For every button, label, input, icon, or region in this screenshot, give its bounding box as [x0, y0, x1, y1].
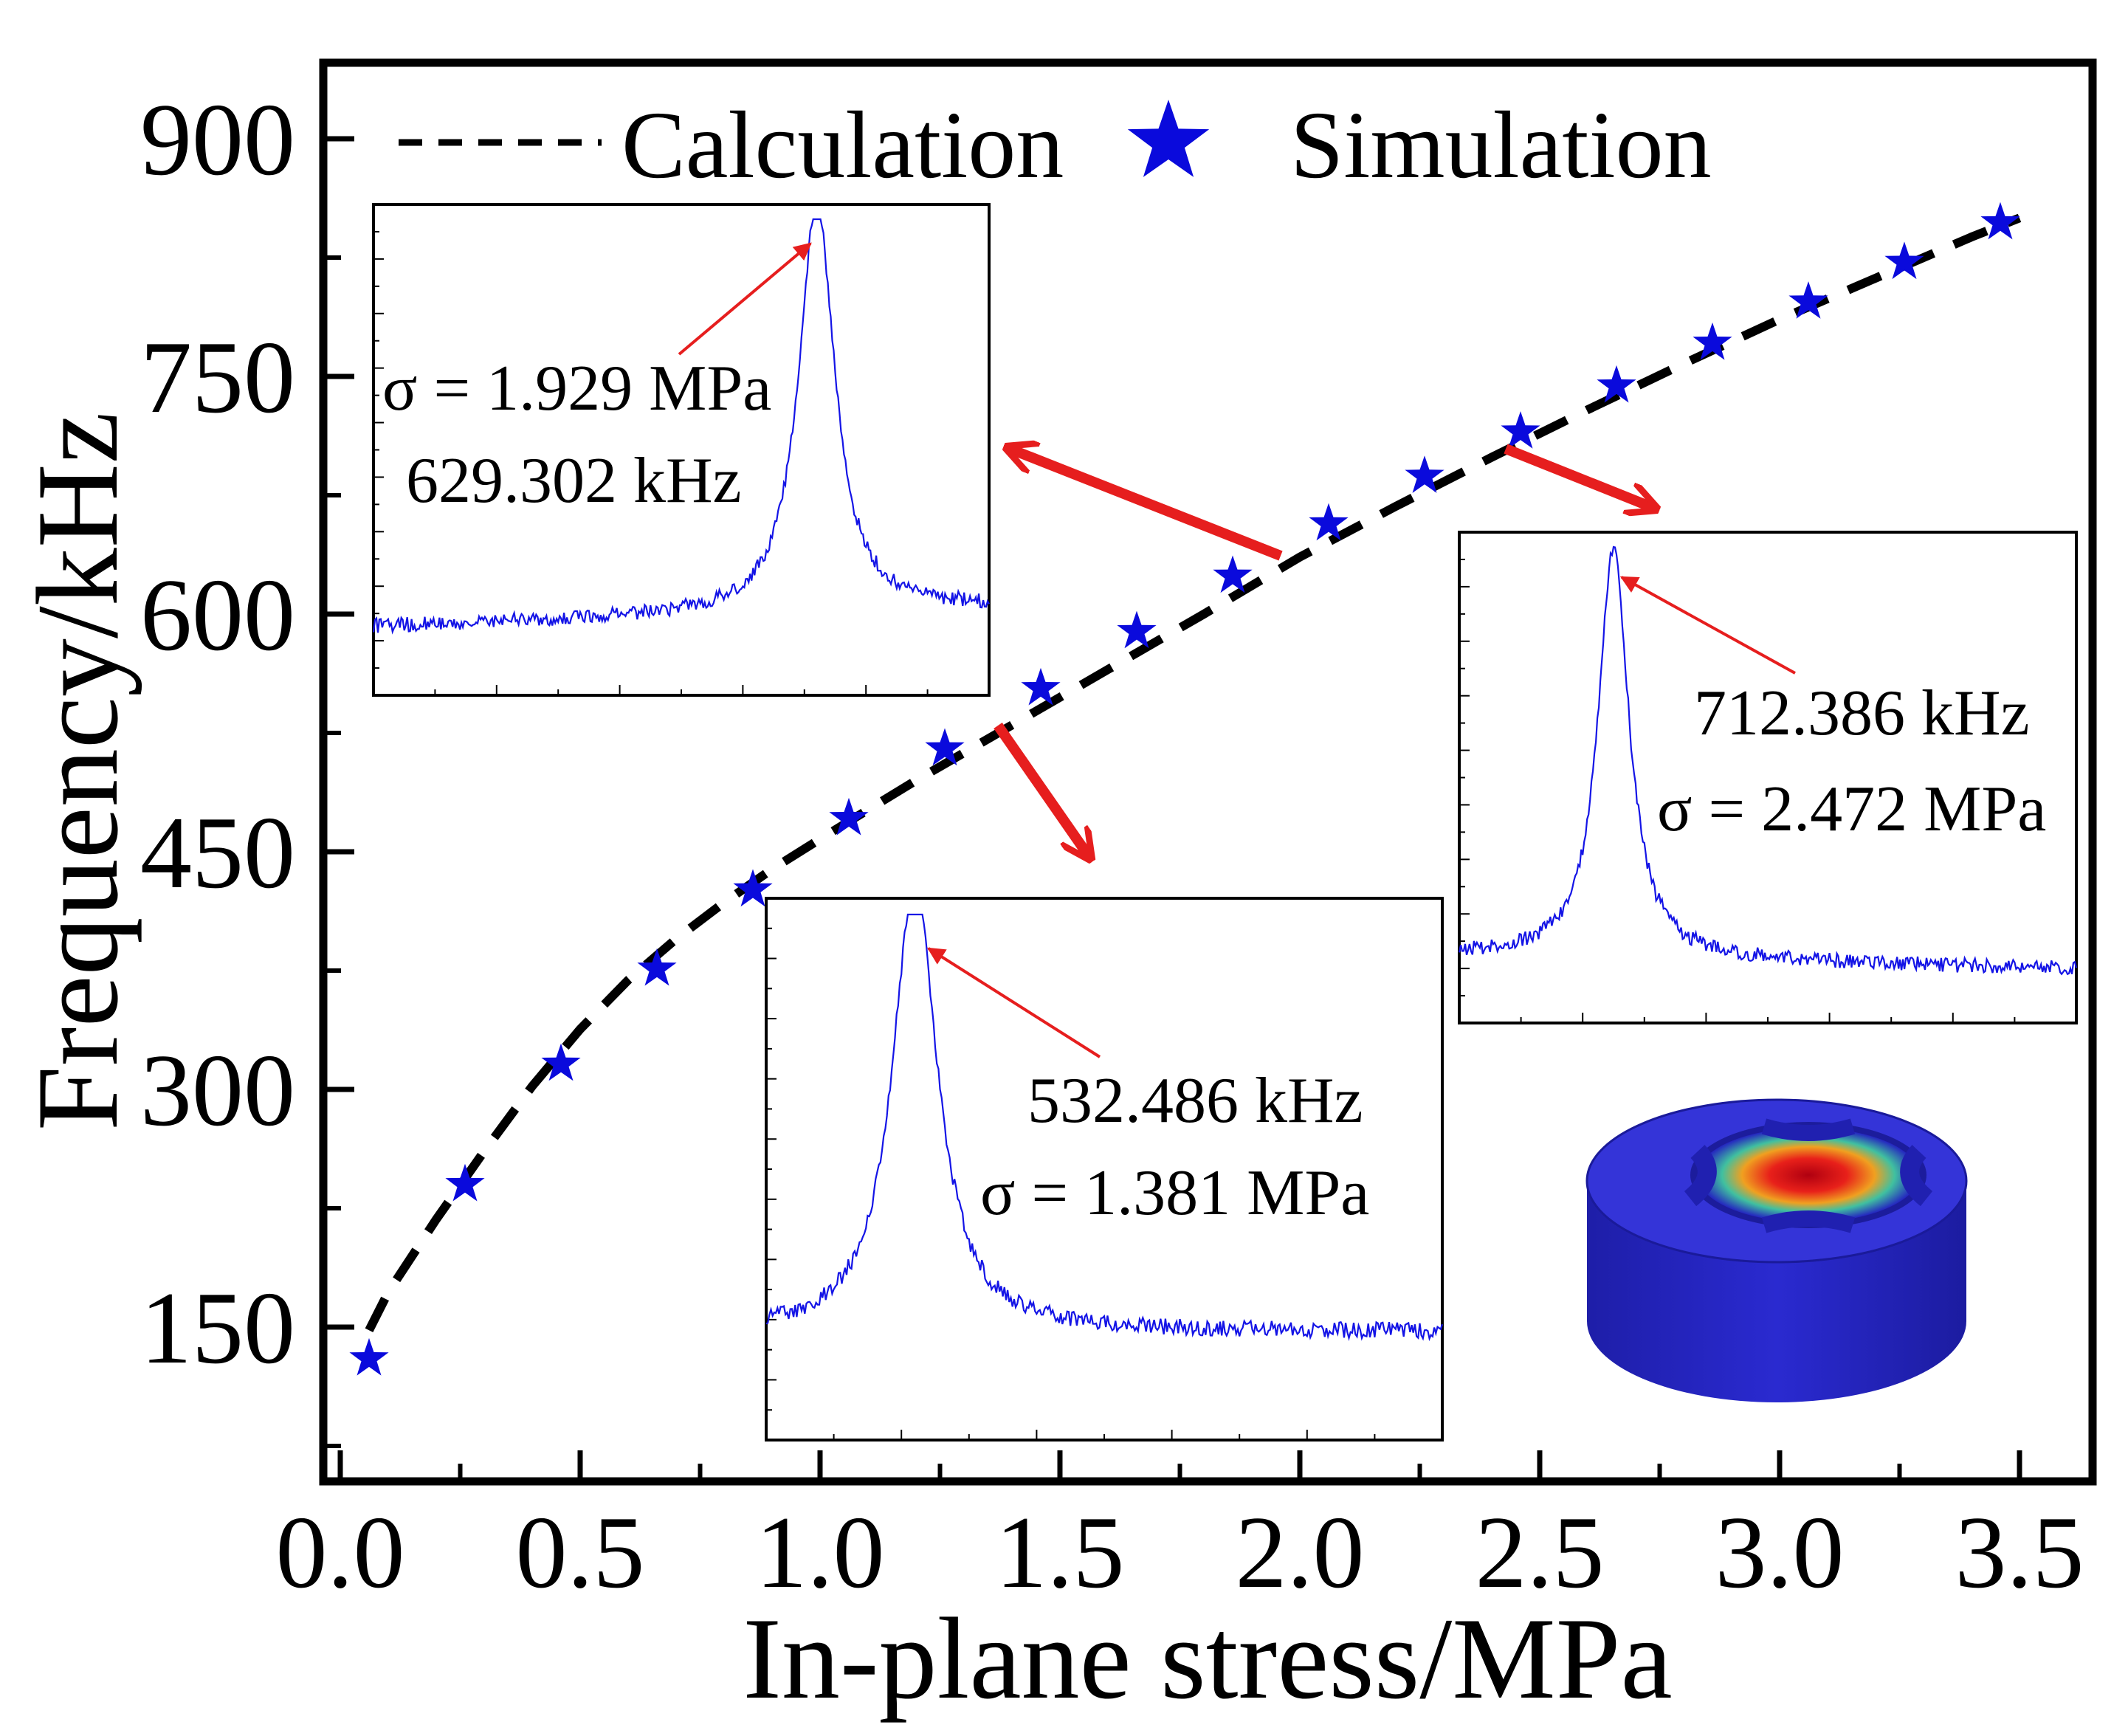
simulation-point [445, 1163, 485, 1202]
cylinder-model-image [1585, 1098, 1968, 1402]
simulation-point [1884, 241, 1924, 280]
legend-simulation-star [1127, 100, 1210, 177]
inset-3-pointer [1619, 576, 1796, 675]
x-axis: 0.0 0.5 1.0 1.5 2.0 2.5 3.0 3.5 [276, 1450, 2084, 1610]
x-tick-label: 1.5 [996, 1495, 1125, 1610]
x-tick-label: 3.0 [1715, 1495, 1845, 1610]
simulation-point [1501, 411, 1540, 449]
callout-arrow-inset-1 [1010, 449, 1283, 561]
x-axis-title: In-plane stress/MPa [743, 1594, 1672, 1723]
simulation-point [1117, 610, 1157, 649]
inset-2-frequency: 532.486 kHz [1027, 1065, 1363, 1137]
inset-2-ticks [766, 927, 1376, 1440]
simulation-point [733, 869, 773, 907]
simulation-point [637, 948, 677, 986]
x-tick-label: 1.0 [756, 1495, 885, 1610]
inset-3-frequency: 712.386 kHz [1694, 678, 2030, 749]
y-tick-label: 750 [140, 320, 295, 435]
simulation-point [1213, 555, 1253, 593]
inset-3-frame [1458, 531, 2078, 1024]
simulation-point [1788, 281, 1828, 319]
inset-2-frame [765, 897, 1444, 1442]
inset-2-pointer [926, 947, 1101, 1058]
y-tick-label: 600 [140, 558, 295, 672]
y-axis-title: Frequency/kHz [13, 412, 142, 1131]
simulation-point [829, 797, 869, 836]
simulation-point [925, 728, 965, 766]
inset-1-ticks [373, 230, 929, 695]
legend: Calculation Simulation [399, 92, 1712, 199]
inset-spectrum-2: 532.486 kHz σ = 1.381 MPa [765, 897, 1444, 1442]
x-tick-label: 3.5 [1955, 1495, 2084, 1610]
plot-frame [319, 58, 2097, 1486]
inset-1-frequency: 629.302 kHz [406, 445, 742, 517]
inset-2-trace [765, 913, 1444, 1342]
inset-1-pointer [678, 242, 812, 356]
inset-spectrum-3: 712.386 kHz σ = 2.472 MPa [1458, 531, 2078, 1024]
simulation-point [541, 1043, 581, 1081]
inset-2-stress: σ = 1.381 MPa [980, 1157, 1369, 1229]
simulation-point [1693, 322, 1732, 360]
legend-simulation-label: Simulation [1290, 92, 1712, 199]
x-tick-label: 2.5 [1476, 1495, 1605, 1610]
y-tick-label: 450 [140, 796, 295, 910]
inset-1-trace [372, 218, 990, 635]
x-tick-label: 2.0 [1236, 1495, 1365, 1610]
inset-3-ticks [1459, 558, 2016, 1023]
y-tick-label: 300 [140, 1033, 295, 1148]
simulation-point [349, 1337, 389, 1376]
simulation-point [1309, 503, 1349, 541]
inset-1-frame [372, 203, 991, 697]
callout-arrow-inset-3 [1504, 444, 1653, 508]
callout-arrows [994, 444, 1653, 856]
inset-spectrum-1: σ = 1.929 MPa 629.302 kHz [372, 203, 991, 697]
legend-calculation-label: Calculation [621, 92, 1064, 199]
y-tick-label: 900 [140, 83, 295, 197]
simulation-point [1597, 365, 1636, 403]
calculation-line [365, 213, 2022, 1333]
callout-arrow-inset-2 [994, 723, 1089, 856]
simulation-point [1980, 202, 2020, 240]
simulation-point [1405, 455, 1445, 493]
inset-1-stress: σ = 1.929 MPa [382, 353, 771, 424]
y-tick-label: 150 [140, 1271, 295, 1385]
simulation-point [1021, 667, 1061, 706]
simulation-series [349, 202, 2020, 1376]
inset-3-stress: σ = 2.472 MPa [1657, 774, 2046, 845]
x-tick-label: 0.5 [516, 1495, 645, 1610]
inset-3-trace [1458, 545, 2078, 976]
x-tick-label: 0.0 [276, 1495, 405, 1610]
y-axis: 150 300 450 600 750 900 [140, 83, 354, 1448]
